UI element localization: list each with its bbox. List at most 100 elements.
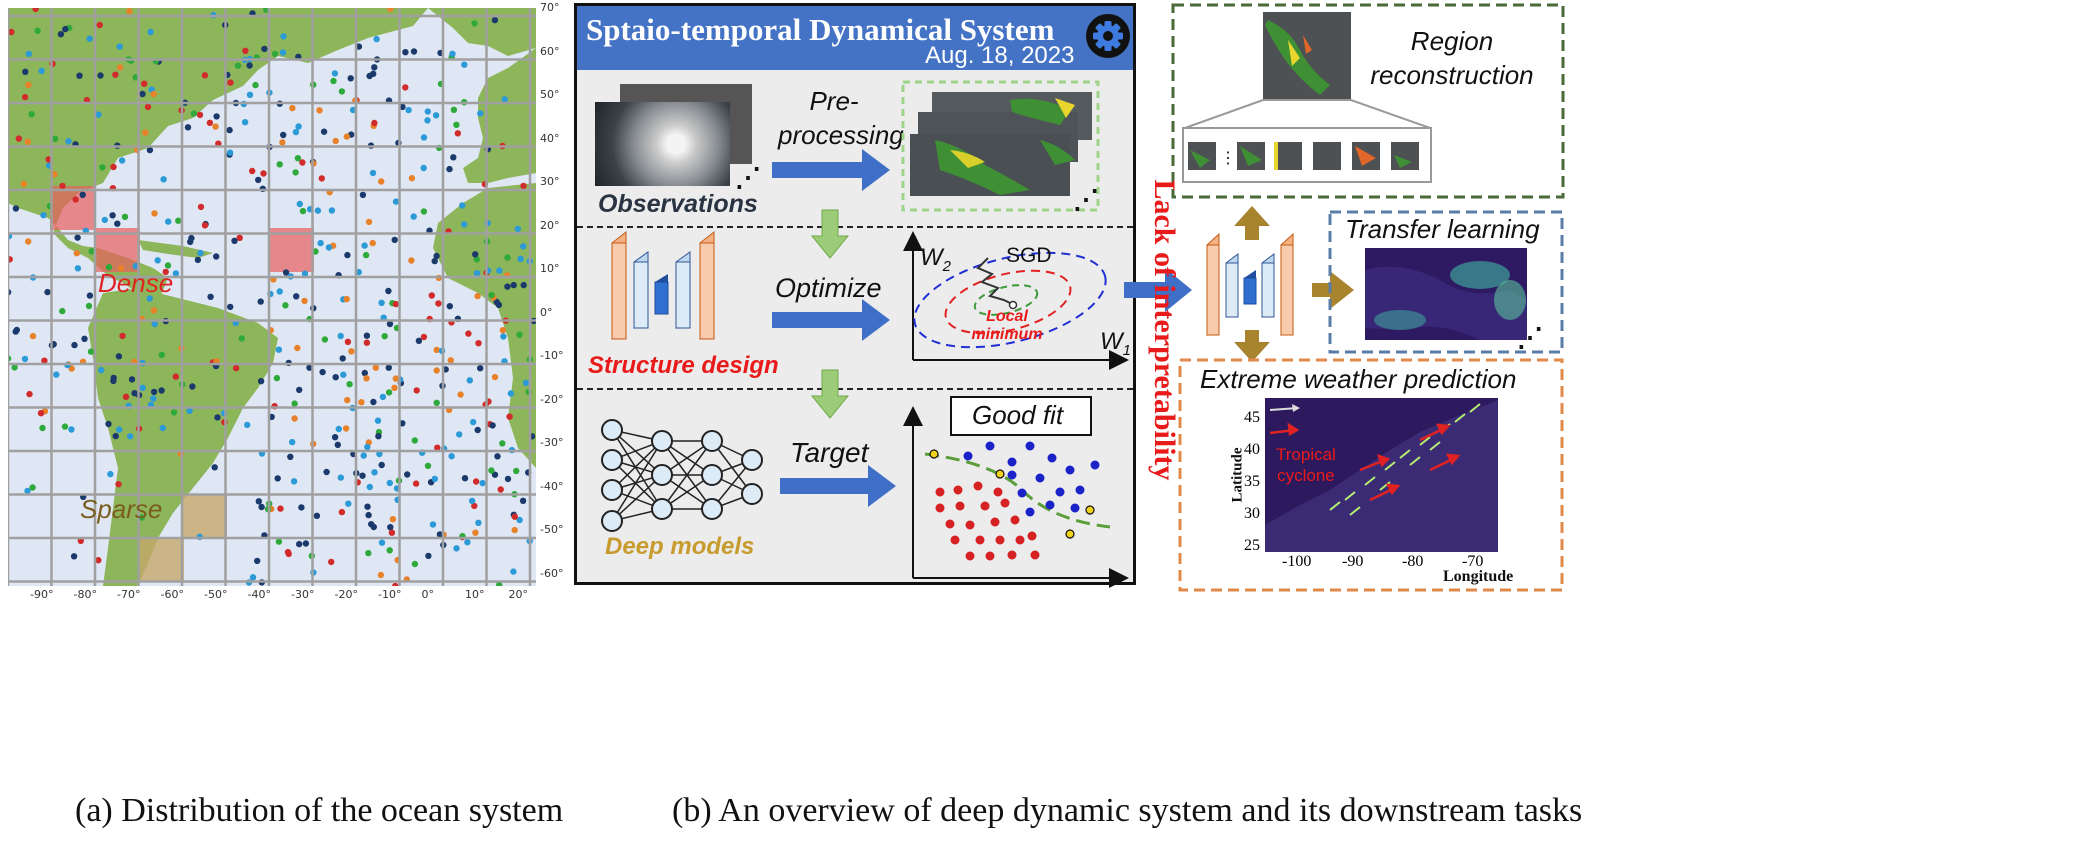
nn-node: [651, 498, 673, 520]
buoy-point: [468, 497, 476, 505]
scatter-point: [1007, 457, 1017, 467]
buoy-point: [21, 355, 29, 363]
buoy-point: [349, 106, 357, 114]
buoy-point: [32, 5, 39, 13]
buoy-point: [343, 133, 350, 140]
buoy-point: [118, 157, 126, 164]
buoy-point: [257, 378, 265, 385]
local-minimum-label: Local minimum: [971, 308, 1043, 343]
scatter-point: [980, 501, 990, 511]
good-fit-label: Good fit: [972, 400, 1064, 430]
buoy-point: [207, 293, 214, 300]
buoy-point: [37, 410, 45, 417]
buoy-point: [491, 16, 499, 24]
latitude-tick: -50°: [540, 523, 564, 536]
scatter-point: [985, 551, 995, 561]
scatter-point: [1007, 550, 1017, 560]
buoy-point: [257, 298, 264, 305]
buoy-point: [24, 138, 31, 145]
buoy-point: [184, 124, 192, 131]
buoy-point: [413, 387, 420, 394]
buoy-point: [348, 348, 355, 355]
latitude-tick: 25: [1244, 537, 1260, 554]
buoy-point: [388, 529, 396, 536]
buoy-point: [12, 205, 20, 212]
optimization-plot: [903, 231, 1129, 370]
latitude-tick: 35: [1244, 473, 1260, 490]
buoy-point: [342, 425, 350, 432]
buoy-point: [454, 130, 461, 137]
buoy-point: [450, 154, 457, 161]
region-reconstruction-label: Region reconstruction: [1370, 26, 1534, 90]
buoy-point: [412, 480, 420, 487]
buoy-point: [151, 210, 158, 217]
w2-axis-label: W2: [920, 244, 951, 275]
buoy-point: [105, 420, 112, 428]
down-arrow: [810, 209, 850, 259]
w1-axis-label: W1: [1100, 328, 1131, 359]
buoy-point: [340, 371, 347, 378]
longitude-tick: 10°: [465, 588, 485, 601]
tropical-cyclone-label: Tropical cyclone: [1276, 445, 1336, 485]
buoy-point: [87, 348, 95, 355]
buoy-point: [435, 300, 442, 307]
buoy-point: [361, 369, 368, 377]
buoy-point: [392, 375, 399, 382]
buoy-point: [150, 90, 157, 98]
map-grid: [6, 8, 536, 586]
buoy-point: [61, 423, 69, 430]
target-label: Target: [790, 437, 869, 468]
buoy-point: [520, 281, 527, 289]
buoy-point: [227, 303, 234, 311]
buoy-point: [501, 96, 508, 103]
row-divider: [577, 226, 1133, 228]
buoy-point: [95, 111, 102, 118]
buoy-point: [344, 396, 351, 404]
buoy-point: [475, 519, 482, 526]
scatter-point: [975, 535, 985, 545]
buoy-point: [51, 135, 59, 142]
buoy-point: [211, 464, 218, 471]
buoy-point: [126, 8, 133, 15]
buoy-point: [274, 475, 281, 482]
buoy-point: [20, 180, 27, 188]
buoy-point: [448, 453, 455, 460]
buoy-point: [72, 196, 79, 203]
buoy-point: [363, 375, 370, 382]
buoy-point: [365, 549, 372, 557]
buoy-point: [138, 514, 145, 521]
buoy-point: [74, 265, 82, 272]
gear-icon[interactable]: [1086, 14, 1130, 58]
buoy-point: [139, 90, 146, 98]
nn-node: [601, 419, 623, 441]
buoy-point: [116, 64, 124, 71]
buoy-point: [279, 49, 287, 56]
buoy-point: [86, 292, 94, 299]
buoy-point: [34, 27, 41, 34]
buoy-point: [387, 524, 394, 531]
buoy-point: [212, 123, 219, 130]
scatter-point: [1025, 441, 1035, 451]
buoy-point: [370, 70, 377, 77]
buoy-point: [71, 341, 78, 349]
region-box: [1171, 3, 1565, 199]
latitude-tick: 30°: [540, 175, 560, 188]
buoy-point: [359, 472, 366, 479]
scatter-point: [1000, 498, 1010, 508]
buoy-point: [411, 560, 419, 568]
buoy-point: [296, 386, 303, 394]
buoy-point: [252, 81, 259, 89]
nn-node: [741, 449, 763, 471]
buoy-point: [399, 103, 406, 111]
buoy-point: [40, 212, 47, 219]
buoy-point: [319, 368, 326, 376]
scatter-point: [963, 451, 973, 461]
buoy-point: [347, 75, 354, 82]
buoy-point: [302, 540, 310, 547]
buoy-point: [338, 508, 346, 516]
latitude-tick: 30: [1244, 505, 1260, 522]
scatter-point: [1030, 550, 1040, 560]
buoy-point: [15, 135, 22, 142]
buoy-point: [62, 25, 69, 33]
buoy-point: [86, 35, 93, 42]
